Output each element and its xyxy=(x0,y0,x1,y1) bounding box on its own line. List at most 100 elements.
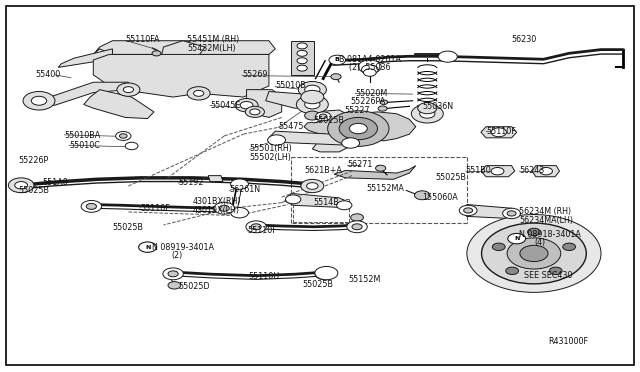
Text: 55025B: 55025B xyxy=(19,186,49,195)
Circle shape xyxy=(339,118,378,140)
Circle shape xyxy=(362,65,378,74)
Circle shape xyxy=(438,51,458,62)
Circle shape xyxy=(305,111,320,120)
Text: N 08918-3401A: N 08918-3401A xyxy=(519,230,581,240)
Polygon shape xyxy=(481,166,515,177)
Circle shape xyxy=(81,201,102,212)
Text: 55451M (RH): 55451M (RH) xyxy=(187,35,239,44)
Polygon shape xyxy=(93,54,269,97)
Circle shape xyxy=(319,114,327,119)
Circle shape xyxy=(120,134,127,138)
Circle shape xyxy=(464,208,472,213)
Circle shape xyxy=(31,96,47,105)
Polygon shape xyxy=(84,90,154,119)
Circle shape xyxy=(540,167,552,175)
Text: 4301BX(RH): 4301BX(RH) xyxy=(192,198,241,206)
Circle shape xyxy=(378,106,387,111)
Circle shape xyxy=(296,95,328,114)
Polygon shape xyxy=(461,205,518,219)
Circle shape xyxy=(193,90,204,96)
Text: SEE SEC430: SEE SEC430 xyxy=(524,271,573,280)
Text: 55152MA: 55152MA xyxy=(366,185,404,193)
Circle shape xyxy=(506,267,518,275)
Circle shape xyxy=(297,43,307,49)
Polygon shape xyxy=(532,166,559,177)
Circle shape xyxy=(305,100,320,109)
Circle shape xyxy=(268,135,285,145)
Polygon shape xyxy=(481,127,516,138)
Text: 55475: 55475 xyxy=(278,122,304,131)
Circle shape xyxy=(301,90,324,104)
Circle shape xyxy=(315,266,338,280)
Text: 55025B: 55025B xyxy=(113,223,143,232)
Circle shape xyxy=(235,99,258,112)
Text: 55045E: 55045E xyxy=(210,101,241,110)
Polygon shape xyxy=(246,90,282,118)
Circle shape xyxy=(507,238,561,269)
Polygon shape xyxy=(58,49,113,67)
Polygon shape xyxy=(208,176,223,182)
Circle shape xyxy=(467,215,601,292)
Text: 55192: 55192 xyxy=(178,178,204,187)
Polygon shape xyxy=(93,41,275,54)
Polygon shape xyxy=(334,166,416,179)
Circle shape xyxy=(412,105,444,123)
Circle shape xyxy=(351,214,364,221)
Circle shape xyxy=(349,124,367,134)
Circle shape xyxy=(250,109,260,115)
Text: 56243: 56243 xyxy=(519,166,545,175)
Text: 5621B+A: 5621B+A xyxy=(304,166,342,175)
Circle shape xyxy=(502,208,520,219)
Text: 43019X(LH): 43019X(LH) xyxy=(192,206,239,215)
Text: 55025D: 55025D xyxy=(178,282,210,291)
Circle shape xyxy=(285,195,301,204)
Circle shape xyxy=(139,242,157,252)
Text: 55400: 55400 xyxy=(36,70,61,79)
Circle shape xyxy=(508,234,525,244)
Text: 5514B: 5514B xyxy=(314,198,339,207)
Circle shape xyxy=(492,243,505,250)
Circle shape xyxy=(563,243,575,250)
Text: 55227: 55227 xyxy=(344,106,370,115)
Circle shape xyxy=(23,92,55,110)
Circle shape xyxy=(352,224,362,230)
Circle shape xyxy=(168,282,180,289)
Circle shape xyxy=(125,142,138,150)
Text: 55432M(LH): 55432M(LH) xyxy=(187,44,236,52)
Circle shape xyxy=(420,109,435,118)
Text: N: N xyxy=(145,245,150,250)
Circle shape xyxy=(240,102,253,109)
Text: 55025B: 55025B xyxy=(435,173,466,182)
Circle shape xyxy=(342,138,360,148)
FancyBboxPatch shape xyxy=(6,6,634,365)
Text: 55025B: 55025B xyxy=(302,280,333,289)
Circle shape xyxy=(347,221,367,233)
Circle shape xyxy=(331,74,341,80)
Polygon shape xyxy=(161,41,205,62)
Circle shape xyxy=(230,208,248,218)
Text: 55501(RH): 55501(RH) xyxy=(250,144,292,153)
Circle shape xyxy=(320,271,330,277)
Text: 55226PA: 55226PA xyxy=(351,97,386,106)
Text: 55020M: 55020M xyxy=(355,89,387,98)
Text: 55502(LH): 55502(LH) xyxy=(250,153,292,161)
Circle shape xyxy=(246,221,266,233)
Circle shape xyxy=(86,203,97,209)
Circle shape xyxy=(163,268,183,280)
Circle shape xyxy=(245,106,264,118)
Circle shape xyxy=(8,178,34,193)
Text: (2): (2) xyxy=(172,251,183,260)
Text: 551A0: 551A0 xyxy=(42,178,68,187)
Circle shape xyxy=(301,179,324,193)
Circle shape xyxy=(337,201,352,210)
Circle shape xyxy=(358,60,381,73)
Circle shape xyxy=(520,245,548,262)
Circle shape xyxy=(124,87,134,93)
Circle shape xyxy=(168,271,178,277)
Text: 55152M: 55152M xyxy=(349,275,381,284)
Text: 55110FA: 55110FA xyxy=(125,35,160,44)
Text: (2)  55036: (2) 55036 xyxy=(349,63,390,72)
Polygon shape xyxy=(310,110,349,120)
Polygon shape xyxy=(291,41,314,75)
Circle shape xyxy=(152,51,161,56)
